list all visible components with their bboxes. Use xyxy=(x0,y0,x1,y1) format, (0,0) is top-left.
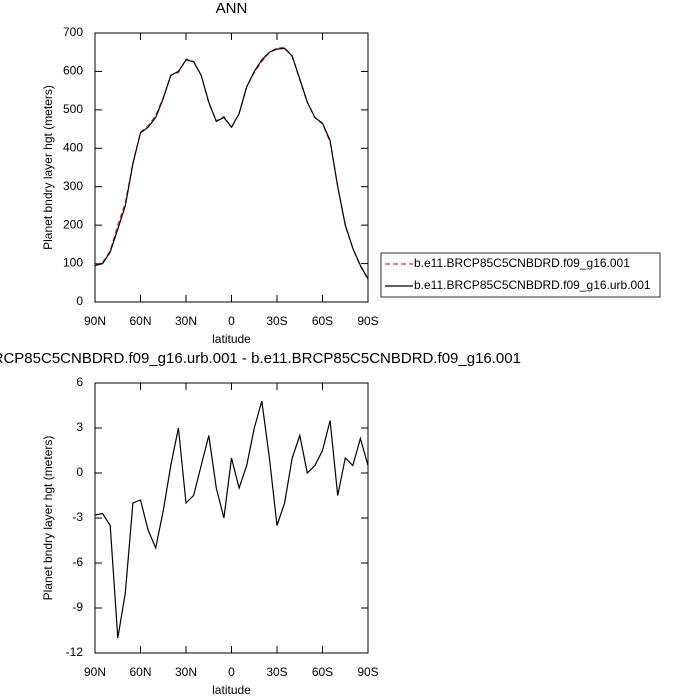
x-tick-label: 90S xyxy=(357,665,378,679)
x-tick-label: 0 xyxy=(228,314,235,328)
x-tick-label: 30N xyxy=(175,314,197,328)
plot-frame xyxy=(94,32,369,303)
y-tick-label: 700 xyxy=(63,25,83,39)
x-axis-label: latitude xyxy=(212,332,251,346)
chart-title: ANN xyxy=(216,0,248,17)
legend-label: b.e11.BRCP85C5CNBDRD.f09_g16.001 xyxy=(414,256,630,270)
legend-label: b.e11.BRCP85C5CNBDRD.f09_g16.urb.001 xyxy=(414,278,651,292)
x-tick-label: 60N xyxy=(129,665,151,679)
x-axis-label: latitude xyxy=(212,683,251,697)
y-axis-label: Planet bndry layer hgt (meters) xyxy=(41,436,55,601)
y-tick-label: 3 xyxy=(76,420,83,434)
plot-frame xyxy=(94,382,369,654)
y-tick-label: 0 xyxy=(76,294,83,308)
series-line xyxy=(94,46,369,280)
x-tick-label: 0 xyxy=(228,665,235,679)
x-tick-label: 30N xyxy=(175,665,197,679)
plot: b.e11.BRCP85C5CNBDRD.f09_g16.urb.001 - b… xyxy=(0,350,521,697)
plot: ANN latitude Planet bndry layer hgt (meter… xyxy=(41,0,661,346)
x-tick-label: 60S xyxy=(312,314,333,328)
y-tick-label: -3 xyxy=(72,510,83,524)
y-tick-label: -12 xyxy=(66,645,84,659)
y-tick-label: 100 xyxy=(63,256,83,270)
x-tick-label: 30S xyxy=(266,314,287,328)
y-tick-label: 300 xyxy=(63,179,83,193)
y-tick-label: 200 xyxy=(63,217,83,231)
y-tick-label: -9 xyxy=(72,600,83,614)
series-line xyxy=(94,400,369,639)
x-tick-label: 30S xyxy=(266,665,287,679)
x-tick-label: 90N xyxy=(84,314,106,328)
x-tick-label: 90N xyxy=(84,665,106,679)
y-axis-label: Planet bndry layer hgt (meters) xyxy=(41,85,55,250)
chart-title: b.e11.BRCP85C5CNBDRD.f09_g16.urb.001 - b… xyxy=(0,350,521,367)
x-tick-label: 90S xyxy=(357,314,378,328)
y-tick-label: 500 xyxy=(63,102,83,116)
series-line xyxy=(94,47,369,280)
x-tick-label: 60N xyxy=(129,314,151,328)
legend-box xyxy=(380,252,661,298)
y-tick-label: 6 xyxy=(76,375,83,389)
x-tick-label: 60S xyxy=(312,665,333,679)
y-tick-label: 0 xyxy=(76,465,83,479)
y-tick-label: 400 xyxy=(63,140,83,154)
y-tick-label: 600 xyxy=(63,64,83,78)
y-tick-label: -6 xyxy=(72,555,83,569)
